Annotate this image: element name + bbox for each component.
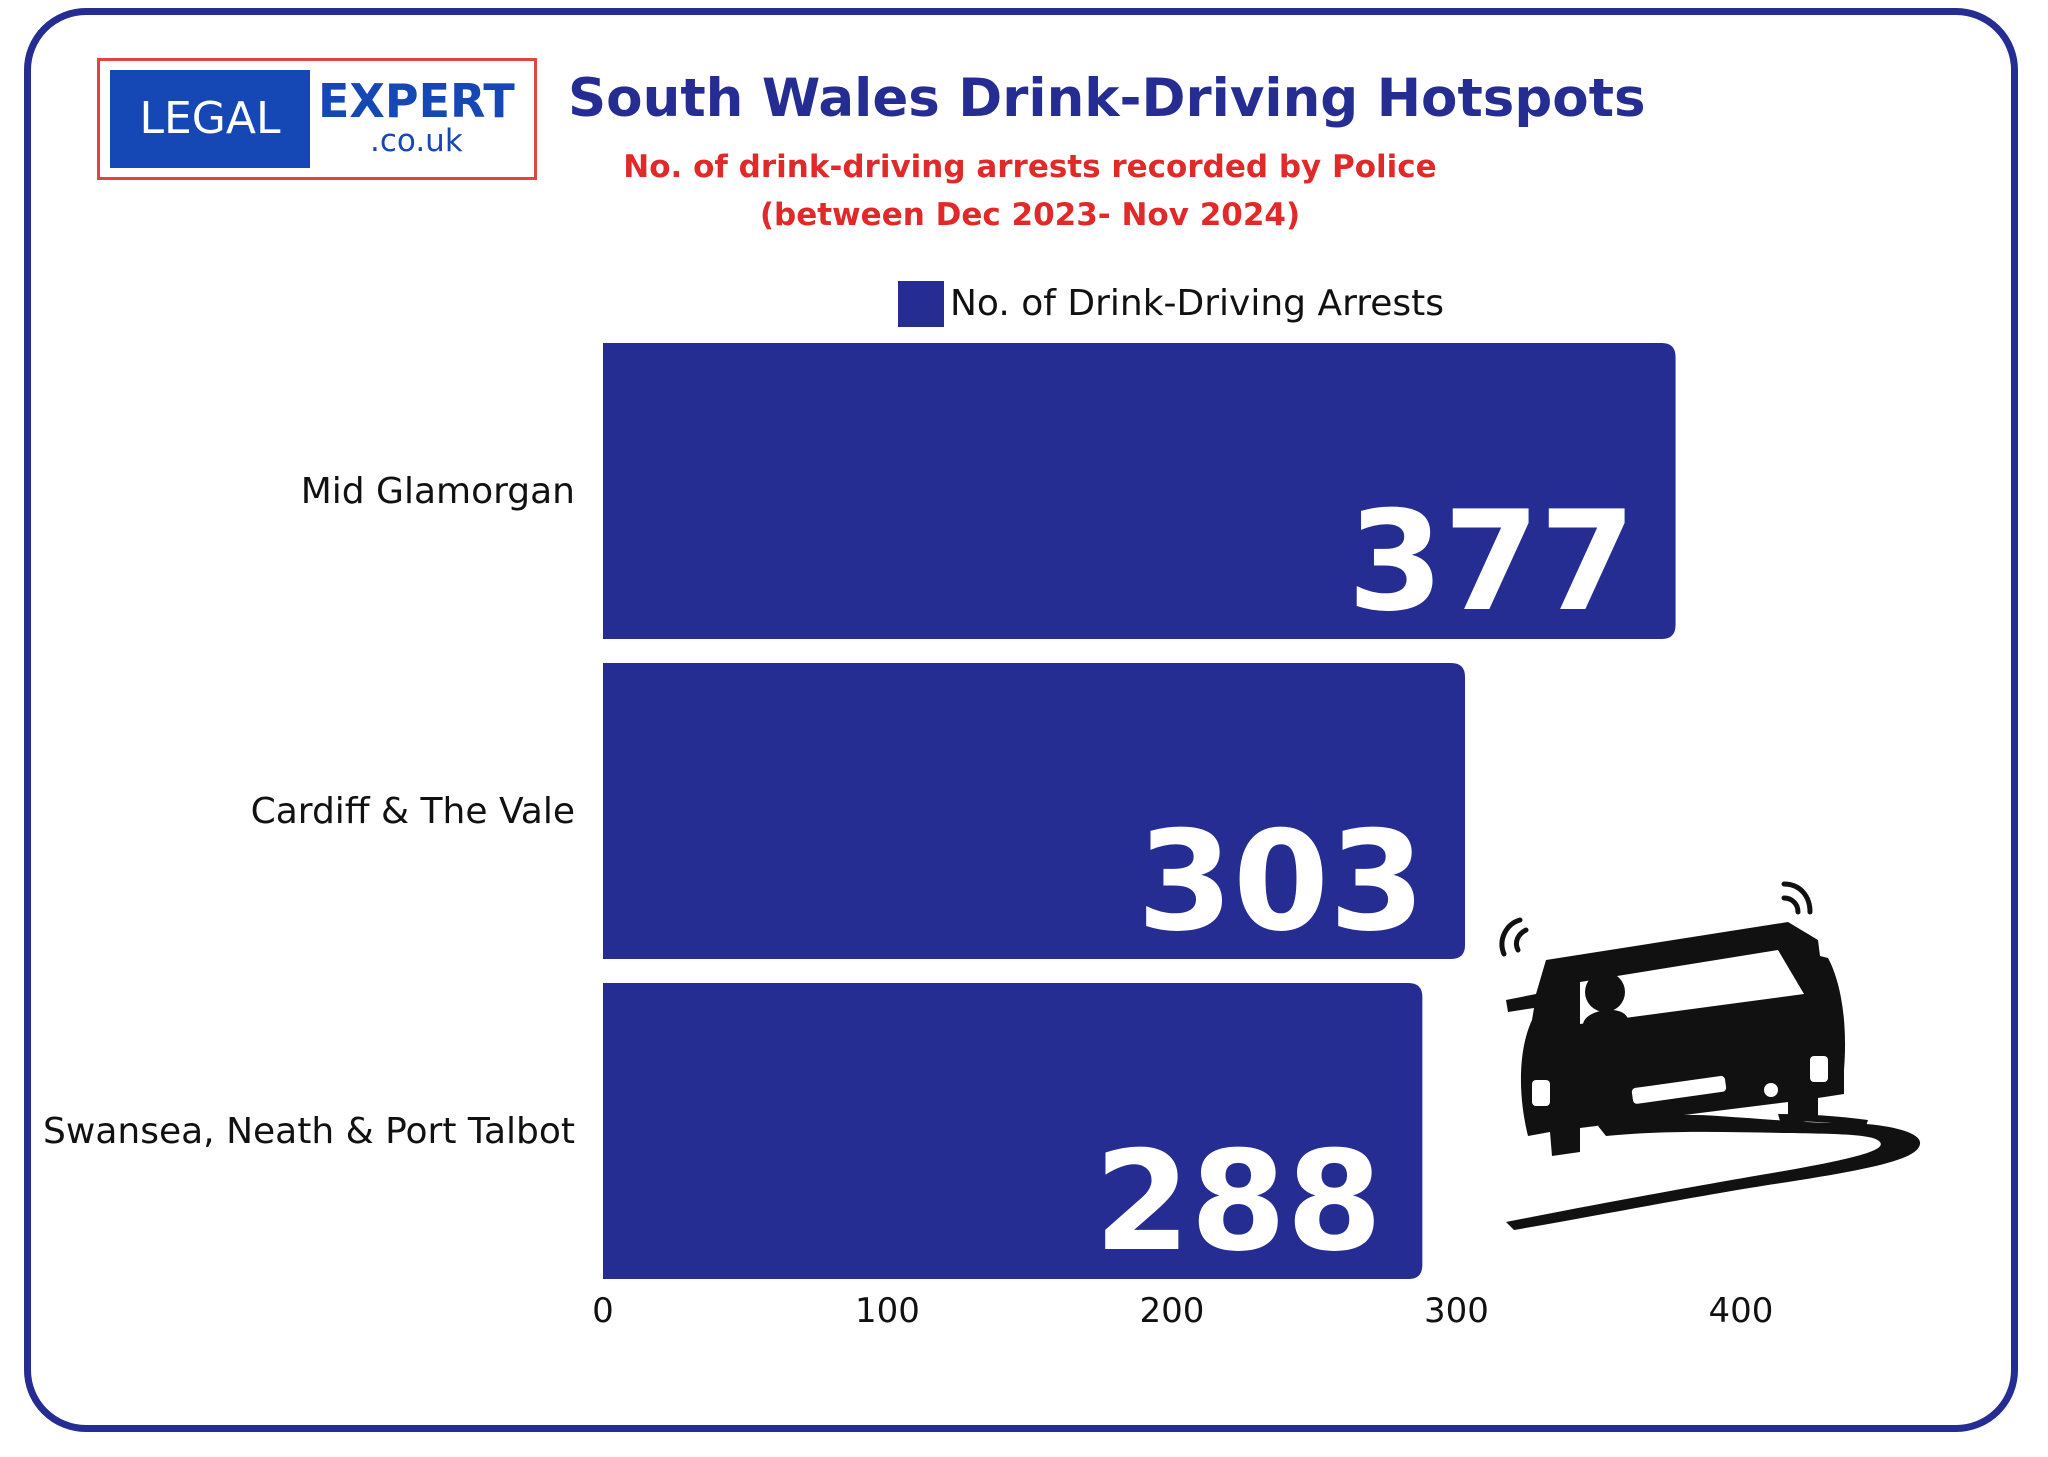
subtitle-line-2: (between Dec 2023- Nov 2024) — [759, 197, 1301, 233]
category-label-0: Mid Glamorgan — [301, 471, 575, 512]
bar-2 — [603, 983, 1423, 1279]
data-label-1: 303 — [1137, 801, 1425, 962]
bar-0 — [603, 343, 1676, 639]
x-tick-label-2: 200 — [1140, 1291, 1205, 1331]
category-label-1: Cardiff & The Vale — [251, 791, 575, 832]
x-tick-label-4: 400 — [1709, 1291, 1774, 1331]
x-tick-label-0: 0 — [592, 1291, 614, 1331]
legend-label: No. of Drink-Driving Arrests — [950, 283, 1445, 324]
x-tick-label-1: 100 — [855, 1291, 920, 1331]
subtitle-line-1: No. of drink-driving arrests recorded by… — [623, 149, 1437, 185]
chart-title: South Wales Drink-Driving Hotspots — [568, 68, 1646, 129]
logo-legal-text: LEGAL — [110, 70, 310, 168]
legend-swatch — [898, 281, 944, 327]
category-label-2: Swansea, Neath & Port Talbot — [43, 1111, 575, 1152]
chart-subtitle: No. of drink-driving arrests recorded by… — [590, 143, 1470, 239]
data-label-0: 377 — [1348, 481, 1636, 642]
legal-expert-logo: LEGAL EXPERT .co.uk — [97, 58, 537, 180]
logo-domain-text: .co.uk — [370, 123, 463, 159]
bar-1 — [603, 663, 1466, 959]
x-tick-label-3: 300 — [1424, 1291, 1489, 1331]
logo-expert-text: EXPERT — [318, 74, 515, 128]
data-label-2: 288 — [1094, 1121, 1382, 1282]
drunk-driver-car-icon — [1499, 881, 1921, 1230]
